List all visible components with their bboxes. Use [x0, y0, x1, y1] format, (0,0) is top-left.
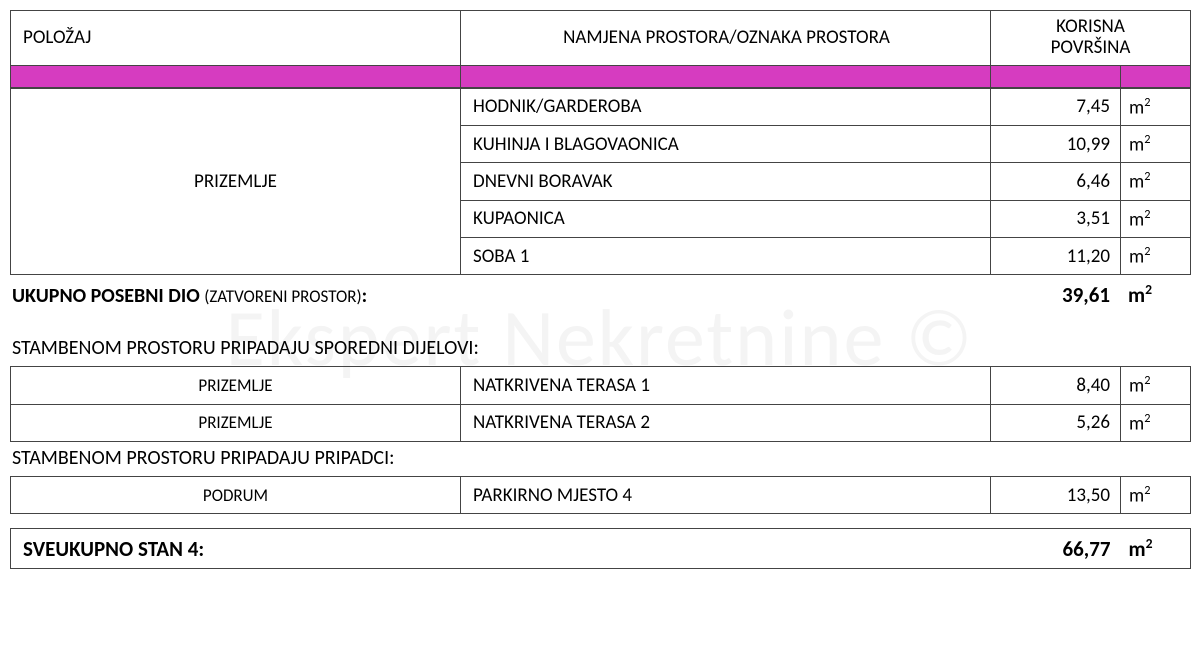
- header-korisna-l1: KORISNA: [1056, 15, 1125, 38]
- row-unit: m2: [1121, 477, 1191, 514]
- row-namjena: NATKRIVENA TERASA 2: [461, 404, 991, 441]
- room-unit: m2: [1121, 163, 1191, 200]
- row-unit: m2: [1121, 367, 1191, 404]
- header-table: POLOŽAJ NAMJENA PROSTORA/OZNAKA PROSTORA…: [10, 10, 1191, 88]
- row-polozaj: PRIZEMLJE: [11, 367, 461, 404]
- room-value: 11,20: [991, 238, 1121, 275]
- table-row: PRIZEMLJE NATKRIVENA TERASA 1 8,40 m2: [11, 367, 1191, 404]
- main-polozaj-cell: PRIZEMLJE: [11, 88, 461, 275]
- room-unit: m2: [1121, 238, 1191, 275]
- total-label: SVEUKUPNO STAN 4:: [11, 529, 991, 569]
- room-name: SOBA 1: [461, 238, 991, 275]
- header-row: POLOŽAJ NAMJENA PROSTORA/OZNAKA PROSTORA…: [11, 11, 1191, 66]
- header-korisna: KORISNA POVRŠINA: [991, 11, 1191, 66]
- room-unit: m2: [1121, 200, 1191, 237]
- sporedni-heading: STAMBENOM PROSTORU PRIPADAJU SPOREDNI DI…: [10, 328, 1190, 366]
- total-row: SVEUKUPNO STAN 4: 66,77 m2: [11, 529, 1191, 569]
- subtotal-label-bold: UKUPNO POSEBNI DIO: [12, 284, 204, 308]
- document-content: POLOŽAJ NAMJENA PROSTORA/OZNAKA PROSTORA…: [10, 10, 1190, 569]
- pripadci-table: PODRUM PARKIRNO MJESTO 4 13,50 m2: [10, 476, 1191, 514]
- row-polozaj: PODRUM: [11, 477, 461, 514]
- main-rooms-table: PRIZEMLJE HODNIK/GARDEROBA 7,45 m2 KUHIN…: [10, 88, 1191, 276]
- pripadci-heading: STAMBENOM PROSTORU PRIPADAJU PRIPADCI:: [10, 442, 1190, 476]
- table-row: PRIZEMLJE NATKRIVENA TERASA 2 5,26 m2: [11, 404, 1191, 441]
- header-polozaj: POLOŽAJ: [11, 11, 461, 66]
- header-namjena: NAMJENA PROSTORA/OZNAKA PROSTORA: [461, 11, 991, 66]
- row-namjena: PARKIRNO MJESTO 4: [461, 477, 991, 514]
- table-row: PRIZEMLJE HODNIK/GARDEROBA 7,45 m2: [11, 88, 1191, 125]
- subtotal-label: UKUPNO POSEBNI DIO (ZATVORENI PROSTOR):: [10, 275, 990, 314]
- subtotal-row: UKUPNO POSEBNI DIO (ZATVORENI PROSTOR): …: [10, 275, 1190, 314]
- total-value: 66,77: [991, 529, 1121, 569]
- room-value: 3,51: [991, 200, 1121, 237]
- room-unit: m2: [1121, 126, 1191, 163]
- sporedni-table: PRIZEMLJE NATKRIVENA TERASA 1 8,40 m2 PR…: [10, 366, 1191, 442]
- total-table: SVEUKUPNO STAN 4: 66,77 m2: [10, 528, 1191, 569]
- total-unit: m2: [1121, 529, 1191, 569]
- room-value: 10,99: [991, 126, 1121, 163]
- row-unit: m2: [1121, 404, 1191, 441]
- room-name: KUHINJA I BLAGOVAONICA: [461, 126, 991, 163]
- subtotal-label-light: (ZATVORENI PROSTOR): [204, 286, 361, 307]
- room-unit: m2: [1121, 88, 1191, 125]
- room-name: HODNIK/GARDEROBA: [461, 88, 991, 125]
- room-name: DNEVNI BORAVAK: [461, 163, 991, 200]
- row-value: 13,50: [991, 477, 1121, 514]
- subtotal-unit: m2: [1120, 275, 1190, 314]
- room-name: KUPAONICA: [461, 200, 991, 237]
- room-value: 6,46: [991, 163, 1121, 200]
- row-value: 5,26: [991, 404, 1121, 441]
- subtotal-value: 39,61: [990, 275, 1120, 314]
- row-namjena: NATKRIVENA TERASA 1: [461, 367, 991, 404]
- row-value: 8,40: [991, 367, 1121, 404]
- subtotal-label-tail: :: [362, 284, 368, 308]
- row-polozaj: PRIZEMLJE: [11, 404, 461, 441]
- table-row: PODRUM PARKIRNO MJESTO 4 13,50 m2: [11, 477, 1191, 514]
- header-korisna-l2: POVRŠINA: [1051, 36, 1131, 59]
- pink-separator-row: [11, 65, 1191, 87]
- room-value: 7,45: [991, 88, 1121, 125]
